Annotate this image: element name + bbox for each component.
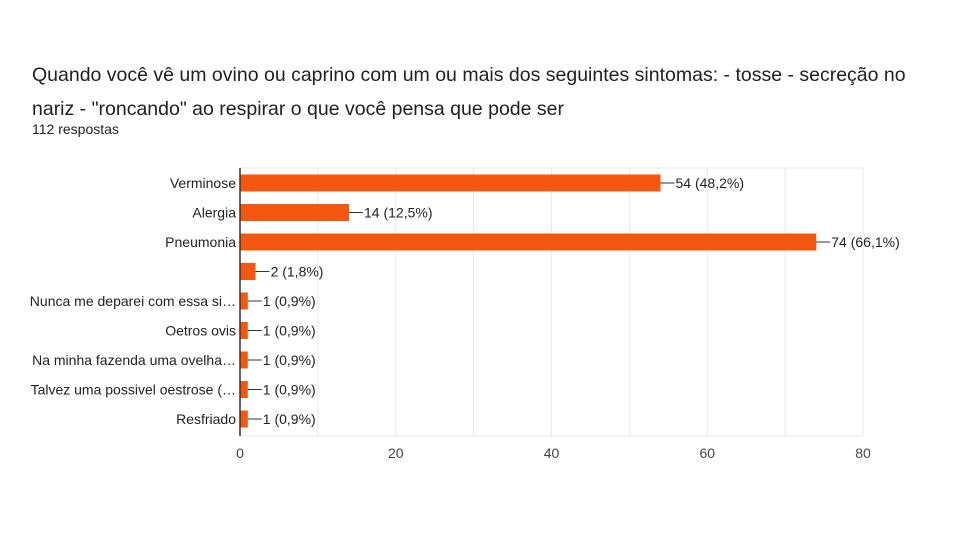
- category-label-2: Pneumonia: [165, 234, 236, 250]
- x-tick-labels: 0 20 40 60 80: [236, 445, 871, 461]
- bar-7[interactable]: [240, 381, 248, 398]
- bar-3[interactable]: [240, 263, 256, 280]
- bar-2[interactable]: [240, 233, 817, 251]
- category-labels: Verminose Alergia Pneumonia Nunca me depare…: [30, 175, 236, 427]
- chart-title: Quando você vê um ovino ou caprino com u…: [32, 64, 906, 120]
- data-labels: 54 (48,2%) 14 (12,5%) 74 (66,1%) 2 (1,8%) 1 …: [247, 175, 900, 427]
- category-label-4: Nunca me deparei com essa si…: [30, 293, 236, 309]
- category-label-5: Oetros ovis: [165, 323, 236, 339]
- response-count: 112 respostas: [32, 121, 119, 137]
- category-label-8: Resfriado: [176, 411, 236, 427]
- bar-0[interactable]: [240, 174, 661, 192]
- bar-1[interactable]: [240, 204, 350, 221]
- category-label-7: Talvez uma possivel oestrose (…: [31, 382, 236, 398]
- bar-8[interactable]: [240, 410, 248, 428]
- category-label-6: Na minha fazenda uma ovelha…: [32, 352, 236, 368]
- data-label-7: 1 (0,9%): [263, 382, 316, 398]
- data-label-2: 74 (66,1%): [831, 234, 899, 250]
- bars: [239, 168, 817, 436]
- category-label-0: Verminose: [170, 175, 236, 191]
- data-label-6: 1 (0,9%): [263, 352, 316, 368]
- x-tick-60: 60: [699, 445, 715, 461]
- x-tick-80: 80: [855, 445, 871, 461]
- x-tick-20: 20: [388, 445, 404, 461]
- x-tick-0: 0: [236, 445, 244, 461]
- data-label-4: 1 (0,9%): [263, 293, 316, 309]
- data-label-1: 14 (12,5%): [364, 205, 432, 221]
- data-label-8: 1 (0,9%): [263, 411, 316, 427]
- bar-4[interactable]: [240, 292, 248, 310]
- data-label-3: 2 (1,8%): [271, 264, 324, 280]
- data-label-5: 1 (0,9%): [263, 323, 316, 339]
- bar-5[interactable]: [240, 322, 248, 339]
- x-tick-40: 40: [544, 445, 560, 461]
- category-label-1: Alergia: [192, 205, 236, 221]
- data-label-0: 54 (48,2%): [676, 175, 744, 191]
- bar-6[interactable]: [240, 351, 248, 369]
